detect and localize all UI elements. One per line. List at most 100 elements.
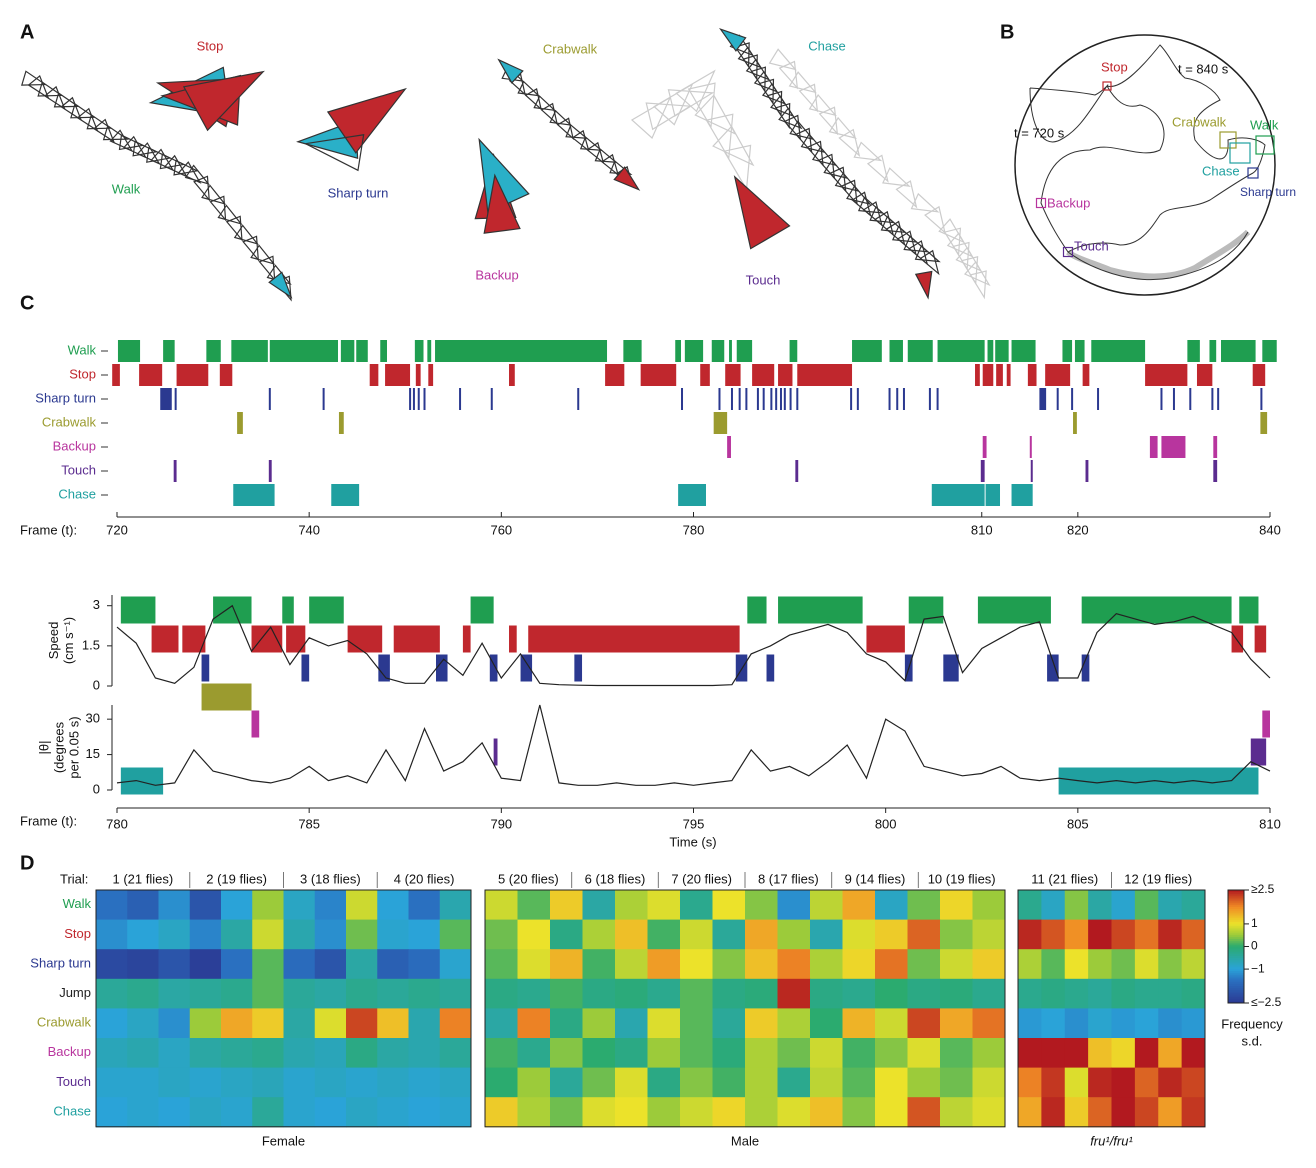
colorbar-band bbox=[1228, 1001, 1244, 1004]
heat-cell bbox=[615, 1038, 648, 1069]
heat-cell bbox=[1064, 890, 1089, 921]
heat-cell bbox=[842, 1008, 876, 1039]
bout bbox=[428, 364, 434, 386]
heat-cell bbox=[1134, 949, 1159, 980]
bout bbox=[301, 654, 310, 682]
heat-cell bbox=[680, 1008, 713, 1039]
bout bbox=[577, 388, 580, 410]
heat-cell bbox=[485, 949, 518, 980]
heat-cell bbox=[745, 1067, 778, 1098]
heat-cell bbox=[745, 919, 778, 950]
heat-cell bbox=[842, 919, 876, 950]
heat-cell bbox=[680, 1067, 713, 1098]
fly-outline bbox=[853, 141, 883, 162]
heat-cell bbox=[252, 949, 284, 980]
heat-cell bbox=[485, 1008, 518, 1039]
bout bbox=[322, 388, 325, 410]
fly-outline bbox=[734, 42, 750, 69]
bout bbox=[213, 596, 252, 624]
bout bbox=[928, 388, 931, 410]
trial-name: 8 (17 flies) bbox=[758, 871, 819, 886]
heat-cell bbox=[842, 978, 876, 1009]
heat-cell bbox=[1018, 1097, 1042, 1128]
fly-outline bbox=[163, 154, 188, 178]
heat-cell bbox=[680, 978, 713, 1009]
bout bbox=[174, 388, 177, 410]
heat-cell bbox=[972, 1097, 1006, 1128]
heat-cell bbox=[377, 1097, 409, 1128]
heat-cell bbox=[377, 949, 409, 980]
heat-cell bbox=[346, 978, 378, 1009]
bout bbox=[493, 738, 498, 766]
heat-cell bbox=[1064, 1097, 1089, 1128]
x-tick-label: 805 bbox=[1067, 816, 1089, 831]
bout bbox=[509, 364, 515, 386]
bout bbox=[1250, 738, 1267, 766]
x-tick-label: 790 bbox=[490, 816, 512, 831]
heat-cell bbox=[907, 919, 941, 950]
heat-cell bbox=[346, 1038, 378, 1069]
bout bbox=[459, 388, 462, 410]
heat-cell bbox=[615, 1097, 648, 1128]
heat-cell bbox=[377, 978, 409, 1009]
heat-cell bbox=[582, 890, 616, 921]
heat-cell bbox=[647, 978, 681, 1009]
heat-frame bbox=[484, 889, 1006, 1128]
colorbar-band bbox=[1228, 903, 1244, 906]
heat-cell bbox=[745, 890, 778, 921]
fly-outline bbox=[924, 205, 946, 235]
heat-cell bbox=[221, 949, 253, 980]
bout bbox=[251, 710, 260, 738]
bout bbox=[435, 340, 608, 362]
row-label: Jump bbox=[59, 985, 91, 1000]
bout bbox=[729, 340, 732, 362]
heat-cell bbox=[1111, 1067, 1136, 1098]
heat-cell bbox=[517, 949, 551, 980]
fly-outline bbox=[613, 166, 641, 191]
fly-outline bbox=[862, 201, 883, 227]
colorbar-band bbox=[1228, 938, 1244, 942]
heat-cell bbox=[777, 949, 811, 980]
fly-outline bbox=[687, 82, 716, 129]
heat-cell bbox=[485, 1038, 518, 1069]
y-tick-label: 15 bbox=[86, 746, 100, 761]
heat-cell bbox=[1088, 919, 1112, 950]
time-label: t = 840 s bbox=[1178, 61, 1229, 76]
bout bbox=[369, 364, 379, 386]
bout bbox=[1213, 460, 1218, 482]
bout bbox=[770, 388, 773, 410]
colorbar-band bbox=[1228, 946, 1244, 949]
trial-name: 6 (18 flies) bbox=[585, 871, 646, 886]
fly-outline bbox=[766, 90, 783, 117]
bout bbox=[490, 388, 493, 410]
heat-cell bbox=[189, 890, 222, 921]
heat-cell bbox=[1181, 1067, 1206, 1098]
bout bbox=[1071, 388, 1074, 410]
colorbar-band bbox=[1228, 905, 1244, 908]
bout bbox=[681, 388, 684, 410]
colorbar-band bbox=[1228, 937, 1244, 940]
heat-cell bbox=[647, 919, 681, 950]
bout bbox=[1262, 340, 1277, 362]
bout bbox=[173, 460, 177, 482]
colorbar-band bbox=[1228, 982, 1244, 985]
y-axis-label: (cm s⁻¹) bbox=[61, 617, 76, 664]
heat-cell bbox=[972, 1067, 1006, 1098]
colorbar-band bbox=[1228, 993, 1244, 996]
colorbar-band bbox=[1228, 933, 1244, 936]
heat-cell bbox=[517, 1008, 551, 1039]
bout bbox=[711, 340, 725, 362]
bout bbox=[201, 654, 210, 682]
heat-cell bbox=[517, 890, 551, 921]
bout bbox=[393, 625, 440, 653]
heat-cell bbox=[221, 1038, 253, 1069]
heat-cell bbox=[940, 919, 973, 950]
colorbar-band bbox=[1228, 959, 1244, 963]
heat-cell bbox=[842, 1038, 876, 1069]
fly-outline bbox=[653, 82, 694, 126]
bout bbox=[417, 388, 420, 410]
x-tick-label: 780 bbox=[683, 522, 705, 537]
time-label: t = 720 s bbox=[1014, 125, 1065, 140]
heat-cell bbox=[1064, 978, 1089, 1009]
colorbar-band bbox=[1228, 895, 1244, 899]
